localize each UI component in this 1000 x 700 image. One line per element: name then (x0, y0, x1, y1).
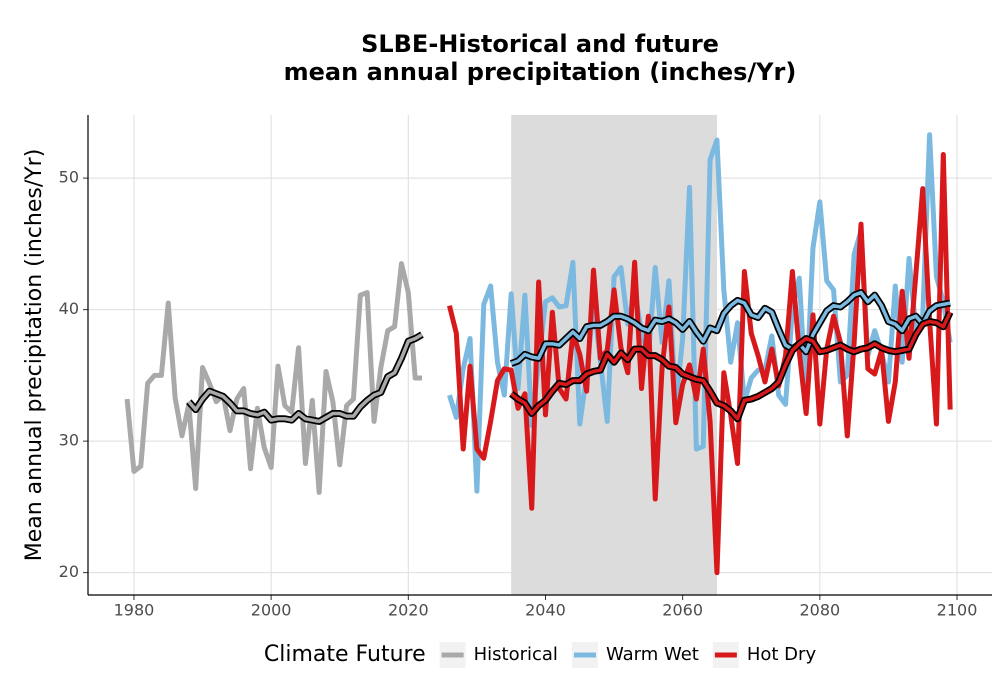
x-tick-label: 2100 (937, 601, 978, 620)
legend-item: Warm Wet (571, 642, 699, 668)
trend-line (510, 290, 951, 366)
legend-label: Hot Dry (747, 644, 817, 665)
legend-item: Historical (439, 642, 558, 668)
y-tick-label: 30 (59, 431, 79, 450)
x-tick-label: 2040 (525, 601, 566, 620)
chart-title: SLBE-Historical and future (361, 30, 719, 58)
legend: Climate Future Historical Warm Wet Hot Dry (264, 642, 817, 668)
x-tick-label: 2060 (662, 601, 703, 620)
x-tick-label: 2000 (251, 601, 292, 620)
trend-line (187, 333, 423, 424)
chart-title: mean annual precipitation (inches/Yr) (284, 58, 797, 86)
series-line (124, 261, 423, 495)
y-tick-label: 20 (59, 562, 79, 581)
y-axis-title: Mean annual precipitation (inches/Yr) (22, 149, 47, 562)
y-tick-label: 40 (59, 299, 79, 318)
plot-area: 20 30 40 50 1980 2000 2020 2040 2060 2080 2100 (59, 115, 992, 620)
x-tick-label: 2020 (388, 601, 429, 620)
legend-item: Hot Dry (712, 642, 817, 668)
x-tick-label: 1980 (114, 601, 155, 620)
legend-title: Climate Future (264, 642, 426, 667)
legend-label: Warm Wet (606, 644, 699, 665)
y-tick-label: 50 (59, 168, 79, 187)
legend-label: Historical (474, 644, 558, 665)
trend-line (510, 311, 952, 421)
x-tick-label: 2080 (799, 601, 840, 620)
